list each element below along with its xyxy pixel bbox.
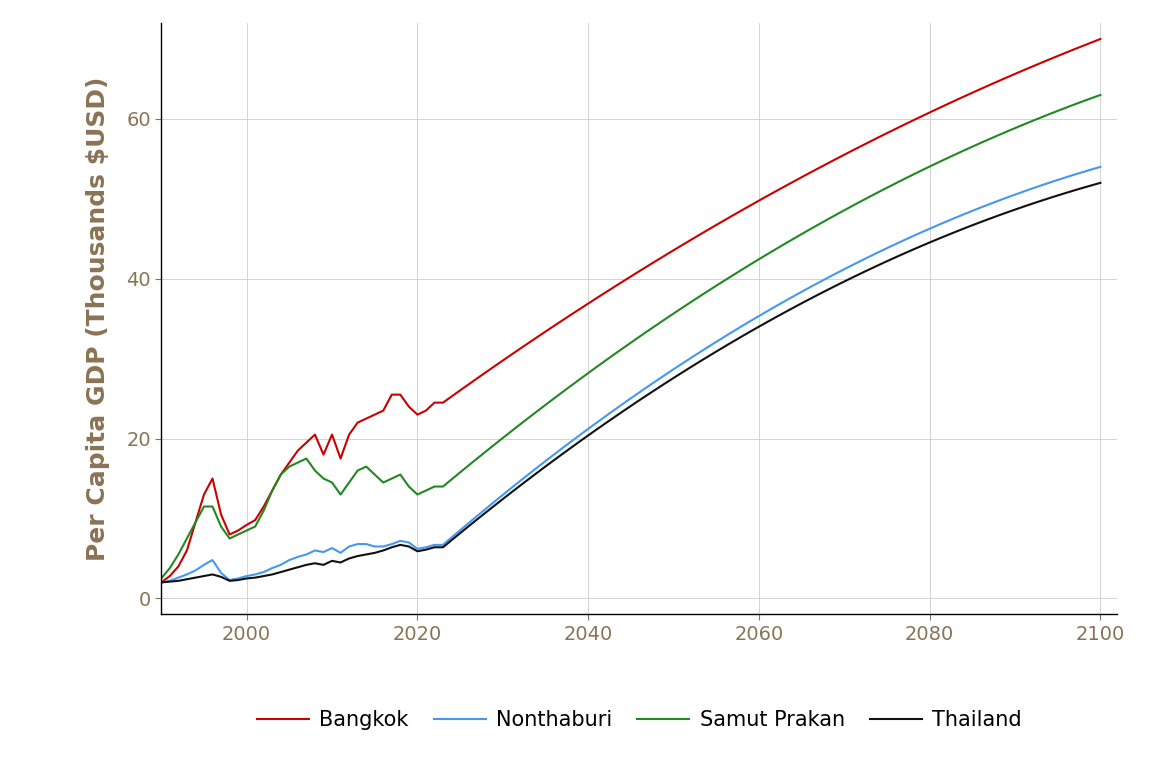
Samut Prakan [700,286,714,296]
Nonthaburi [700,343,714,352]
Line: Nonthaburi: Nonthaburi [161,167,1100,582]
Line: Bangkok: Bangkok [161,39,1100,582]
Samut Prakan [154,574,168,583]
Thailand [393,540,407,549]
Bangkok [393,390,407,399]
Line: Thailand: Thailand [161,183,1100,582]
Thailand [700,353,714,362]
Nonthaburi [1093,162,1107,171]
Y-axis label: Per Capita GDP (Thousands $USD): Per Capita GDP (Thousands $USD) [85,77,109,561]
Thailand [1093,178,1107,187]
Legend: Bangkok, Nonthaburi, Samut Prakan, Thailand: Bangkok, Nonthaburi, Samut Prakan, Thail… [249,702,1030,738]
Bangkok [367,410,381,419]
Samut Prakan [590,362,604,372]
Nonthaburi [367,542,381,551]
Thailand [1060,188,1074,197]
Nonthaburi [1060,173,1074,182]
Thailand [367,548,381,558]
Bangkok [1060,48,1074,57]
Bangkok [700,225,714,234]
Samut Prakan [1093,91,1107,100]
Samut Prakan [367,470,381,479]
Samut Prakan [393,470,407,479]
Nonthaburi [393,536,407,545]
Thailand [505,488,518,497]
Thailand [154,578,168,587]
Samut Prakan [505,427,518,436]
Nonthaburi [154,578,168,587]
Bangkok [590,293,604,303]
Nonthaburi [505,483,518,492]
Nonthaburi [590,418,604,427]
Bangkok [505,350,518,359]
Line: Samut Prakan: Samut Prakan [161,95,1100,578]
Bangkok [1093,35,1107,44]
Bangkok [154,578,168,587]
Thailand [590,425,604,434]
Samut Prakan [1060,103,1074,112]
